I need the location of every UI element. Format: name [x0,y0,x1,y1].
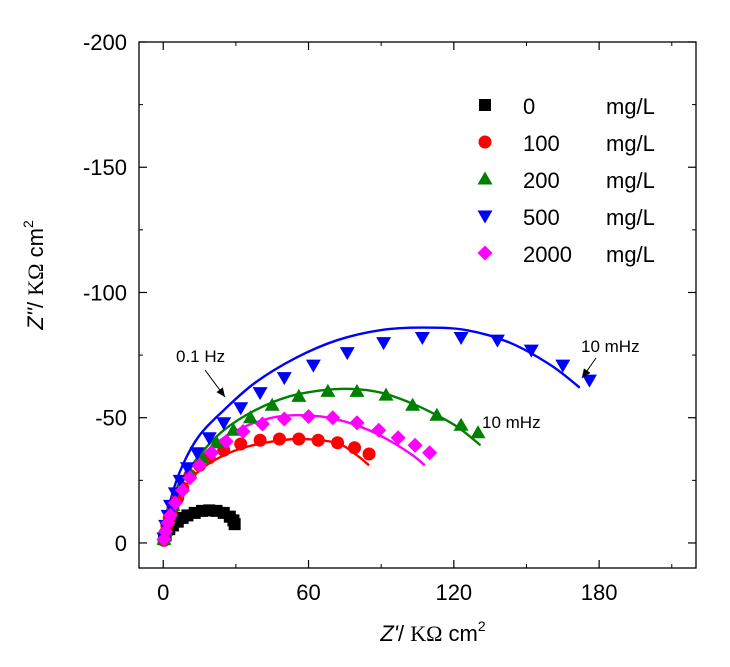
point-500 [523,344,539,358]
legend-unit-200: mg/L [606,168,655,193]
point-2000 [390,430,406,446]
point-500 [216,417,232,431]
point-2000 [235,423,251,439]
y-tick-label: -200 [83,30,127,55]
annotation-arrowhead [582,368,591,378]
point-100 [348,441,362,455]
legend: 0 mg/L 100 mg/L 200 mg/L 500 mg/L 2000 mg/L [477,94,655,267]
legend-label-500: 500 [523,205,560,230]
legend-unit-500: mg/L [606,205,655,230]
point-500 [489,334,505,348]
legend-marker-2000 [477,245,493,261]
fit-curve-2000 [162,413,426,544]
point-2000 [162,507,178,523]
point-100 [311,433,325,447]
y-axis: 0 -50 -100 -150 -200 [83,30,696,556]
point-2000 [192,457,208,473]
legend-label-200: 200 [523,168,560,193]
point-2000 [218,434,234,450]
point-500 [581,374,597,388]
point-500 [233,402,249,416]
y-tick-label: -150 [83,155,127,180]
legend-unit-2000: mg/L [606,242,655,267]
legend-marker-0 [479,99,491,111]
point-200 [291,388,307,402]
point-2000 [255,416,271,432]
point-2000 [182,470,198,486]
legend-label-0: 0 [523,94,535,119]
point-200 [453,417,469,431]
point-200 [470,425,486,439]
point-2000 [407,437,423,453]
y-tick-label: -50 [95,406,127,431]
point-100 [272,432,286,446]
point-2000 [204,445,220,461]
legend-label-100: 100 [523,131,560,156]
point-500 [201,432,217,446]
point-500 [339,347,355,361]
point-200 [429,407,445,421]
point-200 [405,397,421,411]
point-2000 [349,415,365,431]
point-200 [242,410,258,424]
point-2000 [167,495,183,511]
x-tick-label: 60 [296,580,320,605]
legend-marker-500 [477,210,493,224]
point-200 [208,435,224,449]
x-tick-label: 180 [581,580,618,605]
point-100 [253,433,267,447]
annotation-label: 10 mHz [581,337,640,356]
annotation-arrowhead [216,387,225,397]
point-500 [252,387,268,401]
y-tick-label: -100 [83,280,127,305]
point-500 [179,462,195,476]
point-500 [305,359,321,373]
point-500 [453,332,469,346]
legend-unit-100: mg/L [606,131,655,156]
point-200 [264,397,280,411]
point-500 [555,359,571,373]
point-200 [320,383,336,397]
annotations: 0.1 Hz 10 mHz 10 mHz [176,337,640,432]
y-tick-label: 0 [115,531,127,556]
point-100 [362,447,376,461]
legend-marker-100 [478,135,492,149]
point-2000 [276,411,292,427]
legend-marker-200 [477,171,493,185]
fit-curve-200 [162,387,482,544]
legend-label-2000: 2000 [523,242,572,267]
point-2000 [301,408,317,424]
x-tick-label: 120 [435,580,472,605]
data-markers [156,332,597,547]
plot-frame [138,41,697,569]
point-0 [228,518,241,531]
legend-unit-0: mg/L [606,94,655,119]
x-axis: 0 60 120 180 [157,42,673,605]
annotation-label: 0.1 Hz [176,347,225,366]
point-2000 [175,482,191,498]
point-2000 [371,422,387,438]
x-tick-label: 0 [157,580,169,605]
point-500 [276,372,292,386]
point-500 [376,337,392,351]
point-200 [378,387,394,401]
y-axis-label: Z''/ KΩ cm2 [20,220,48,331]
point-500 [189,447,205,461]
point-2000 [422,445,438,461]
annotation-label: 10 mHz [482,413,541,432]
point-200 [349,383,365,397]
point-100 [331,436,345,450]
point-100 [292,432,306,446]
x-axis-label: Z'/ KΩ cm2 [379,618,486,646]
point-500 [414,332,430,346]
point-100 [234,437,248,451]
point-2000 [325,410,341,426]
